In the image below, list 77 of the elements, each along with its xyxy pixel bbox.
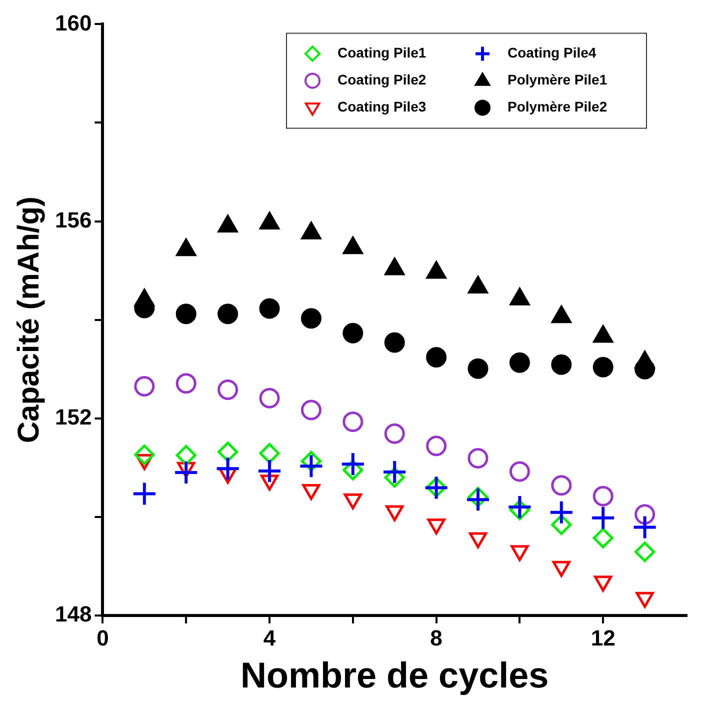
point xyxy=(259,443,280,464)
point xyxy=(175,462,198,484)
x-tick-label: 12 xyxy=(590,626,616,651)
legend-label: Coating Pile3 xyxy=(338,98,426,115)
point xyxy=(134,288,154,306)
point xyxy=(384,467,405,488)
point xyxy=(634,542,656,562)
point xyxy=(551,354,572,375)
legend-label: Coating Pile4 xyxy=(508,44,596,61)
legend-label: Coating Pile2 xyxy=(338,72,426,88)
point xyxy=(510,545,529,562)
point xyxy=(216,458,239,480)
point xyxy=(550,501,572,524)
point xyxy=(468,276,488,294)
point xyxy=(594,576,612,592)
point xyxy=(509,461,530,482)
point xyxy=(259,388,280,408)
y-axis-title: Capacité (mAh/g) xyxy=(12,196,46,444)
point xyxy=(133,482,156,505)
point xyxy=(468,532,488,548)
point xyxy=(300,455,322,478)
point xyxy=(176,238,196,256)
point xyxy=(384,461,406,484)
point xyxy=(342,460,364,480)
point xyxy=(218,380,238,400)
point xyxy=(260,212,280,230)
point xyxy=(176,445,196,466)
point xyxy=(300,450,322,472)
point xyxy=(592,356,614,378)
point xyxy=(634,516,656,538)
point xyxy=(509,500,530,520)
point xyxy=(134,444,155,466)
legend-label: Coating Pile1 xyxy=(338,44,426,61)
point xyxy=(467,488,489,511)
x-tick-label: 0 xyxy=(96,626,109,651)
point xyxy=(300,400,322,420)
x-tick-label: 8 xyxy=(430,626,442,651)
point xyxy=(426,261,446,279)
point xyxy=(218,214,238,232)
point xyxy=(176,373,196,394)
y-tick-label: 152 xyxy=(54,404,92,430)
point xyxy=(636,592,654,608)
point xyxy=(551,306,572,324)
point xyxy=(301,222,322,240)
x-axis-title: Nombre de cycles xyxy=(240,654,549,696)
point xyxy=(592,528,614,548)
point xyxy=(342,453,364,476)
y-tick-label: 156 xyxy=(54,207,92,232)
y-tick-label: 148 xyxy=(54,601,92,626)
point xyxy=(342,412,364,432)
point xyxy=(592,486,614,506)
point xyxy=(342,322,364,344)
point xyxy=(384,258,405,276)
point xyxy=(508,496,531,518)
point xyxy=(134,376,155,397)
point xyxy=(592,506,614,529)
point xyxy=(218,442,238,462)
point xyxy=(468,358,488,379)
point xyxy=(552,560,570,577)
legend-label: Polymère Pile2 xyxy=(508,98,608,115)
point xyxy=(384,332,405,353)
x-tick-label: 4 xyxy=(263,626,276,651)
point xyxy=(509,352,530,373)
point xyxy=(468,486,488,508)
legend-label: Polymère Pile1 xyxy=(508,72,608,88)
point xyxy=(551,514,572,535)
point xyxy=(426,346,447,368)
point xyxy=(510,288,530,306)
point xyxy=(634,504,656,525)
point xyxy=(258,460,281,482)
point xyxy=(342,236,363,254)
point xyxy=(468,448,488,468)
point xyxy=(426,436,447,456)
point xyxy=(593,325,614,343)
y-tick-label: 160 xyxy=(54,10,92,36)
point xyxy=(551,475,572,496)
point xyxy=(384,423,405,444)
